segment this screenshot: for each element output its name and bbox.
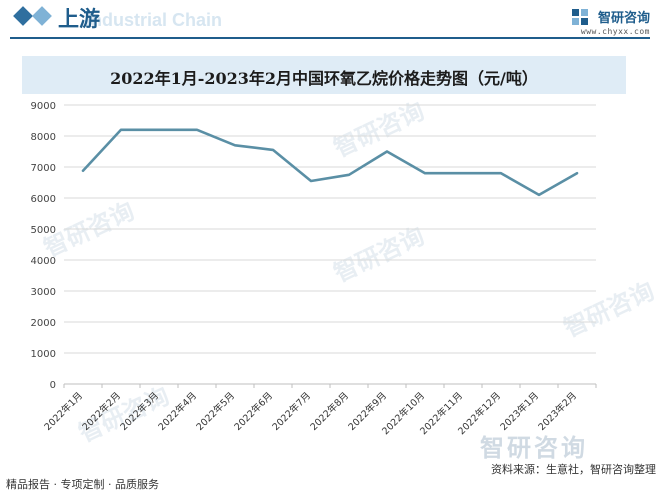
y-tick-label: 5000: [31, 225, 56, 236]
x-tick-label: 2022年4月: [156, 390, 199, 433]
data-point: [462, 172, 464, 174]
data-point: [272, 149, 274, 151]
x-tick-label: 2022年8月: [308, 390, 351, 433]
x-tick-label: 2022年5月: [194, 390, 237, 433]
y-tick-label: 4000: [31, 256, 56, 267]
section-header: Industrial Chain 上游 智研咨询 www.chyxx.com: [0, 0, 664, 44]
brand-url: www.chyxx.com: [580, 27, 650, 36]
footer-slogan: 精品报告 · 专项定制 · 品质服务: [6, 478, 159, 491]
brand: 智研咨询 www.chyxx.com: [571, 6, 650, 36]
section-ghost-text: Industrial Chain: [86, 10, 223, 30]
x-tick-label: 2022年6月: [232, 390, 275, 433]
watermark-brand: 智研咨询: [480, 434, 588, 462]
data-point: [424, 172, 426, 174]
x-tick-label: 2022年7月: [270, 390, 313, 433]
x-tick-label: 2022年1月: [42, 390, 85, 433]
footer-source: 资料来源：生意社，智研咨询整理: [491, 463, 656, 476]
brand-name: 智研咨询: [597, 11, 650, 26]
diamond-icon: [32, 6, 52, 26]
chart-title: 2022年1月-2023年2月中国环氧乙烷价格走势图（元/吨）: [110, 69, 538, 88]
section-title: 上游: [58, 6, 100, 31]
y-tick-label: 7000: [31, 163, 56, 174]
x-tick-label: 2023年2月: [536, 390, 579, 433]
data-point: [196, 129, 198, 131]
x-tick-label: 2022年3月: [118, 390, 161, 433]
diamond-icon: [13, 6, 33, 26]
chart-title-band: 2022年1月-2023年2月中国环氧乙烷价格走势图（元/吨）: [22, 56, 626, 94]
data-point: [120, 129, 122, 131]
data-point: [234, 144, 236, 146]
y-tick-label: 3000: [31, 287, 56, 298]
y-tick-label: 1000: [31, 349, 56, 360]
y-tick-label: 9000: [31, 101, 56, 112]
data-point: [158, 129, 160, 131]
data-point: [500, 172, 502, 174]
data-point: [576, 172, 578, 174]
header-divider: [10, 37, 650, 39]
line-chart: 0 1000 2000 3000 4000 5000 6000 7000 8000 9000 202…: [31, 101, 597, 437]
y-tick-label: 8000: [31, 132, 56, 143]
zhiyan-logo-icon: [571, 8, 588, 25]
y-tick-label: 6000: [31, 194, 56, 205]
data-point: [348, 174, 350, 176]
data-point: [82, 170, 84, 172]
x-tick-label: 2023年1月: [498, 390, 541, 433]
series-line: [81, 128, 579, 197]
x-tick-label: 2022年2月: [80, 390, 123, 433]
y-tick-label: 0: [50, 380, 56, 391]
data-point: [310, 180, 312, 182]
data-point: [386, 151, 388, 152]
data-point: [538, 194, 540, 196]
y-tick-label: 2000: [31, 318, 56, 329]
